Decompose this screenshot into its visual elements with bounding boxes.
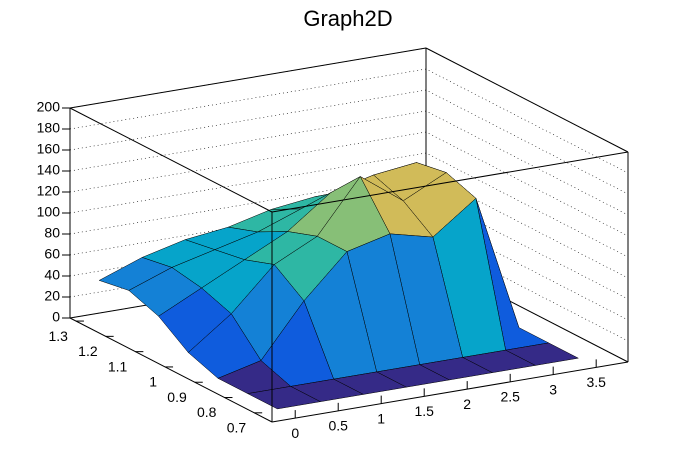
z-tick-label: 100	[37, 204, 61, 220]
x-tick-label: 1.5	[414, 403, 434, 419]
z-tick-label: 60	[44, 246, 60, 262]
y-tick-label: 0.8	[197, 404, 217, 420]
z-tick-label: 20	[44, 288, 60, 304]
y-tick-label: 1.1	[108, 358, 128, 374]
x-tick-label: 0.5	[328, 418, 348, 434]
z-tick-label: 120	[37, 183, 61, 199]
y-tick-label: 0.7	[227, 420, 247, 436]
grid-line	[69, 173, 629, 279]
x-tick-label: 2	[463, 396, 471, 412]
chart-title: Graph2D	[303, 6, 392, 31]
box-edge	[69, 317, 273, 423]
z-tick-label: 200	[37, 99, 61, 115]
z-tick-label: 140	[37, 162, 61, 178]
x-tick-label: 3	[549, 381, 557, 397]
x-tick-label: 3.5	[586, 374, 606, 390]
grid-line	[69, 68, 629, 174]
grid-line	[69, 47, 629, 153]
z-tick-label: 160	[37, 141, 61, 157]
z-tick-label: 0	[52, 309, 60, 325]
grid-line	[69, 110, 629, 216]
y-tick-label: 1	[149, 374, 157, 390]
z-tick-label: 180	[37, 120, 61, 136]
x-tick-label: 1	[377, 410, 385, 426]
box-edge	[271, 151, 629, 213]
grid-line	[69, 89, 629, 195]
grid-line	[69, 131, 629, 237]
box-edge	[69, 107, 273, 213]
surface-cell	[246, 386, 322, 410]
y-tick-label: 1.3	[48, 328, 68, 344]
y-tick-label: 0.9	[167, 389, 187, 405]
z-tick-label: 80	[44, 225, 60, 241]
z-tick-label: 40	[44, 267, 60, 283]
grid-line	[69, 152, 629, 258]
box-edge	[425, 47, 629, 153]
box-edge	[271, 361, 629, 423]
x-tick-label: 0	[291, 425, 299, 441]
x-tick-label: 2.5	[500, 389, 520, 405]
grid-line	[69, 194, 629, 300]
y-tick-label: 1.2	[78, 343, 98, 359]
